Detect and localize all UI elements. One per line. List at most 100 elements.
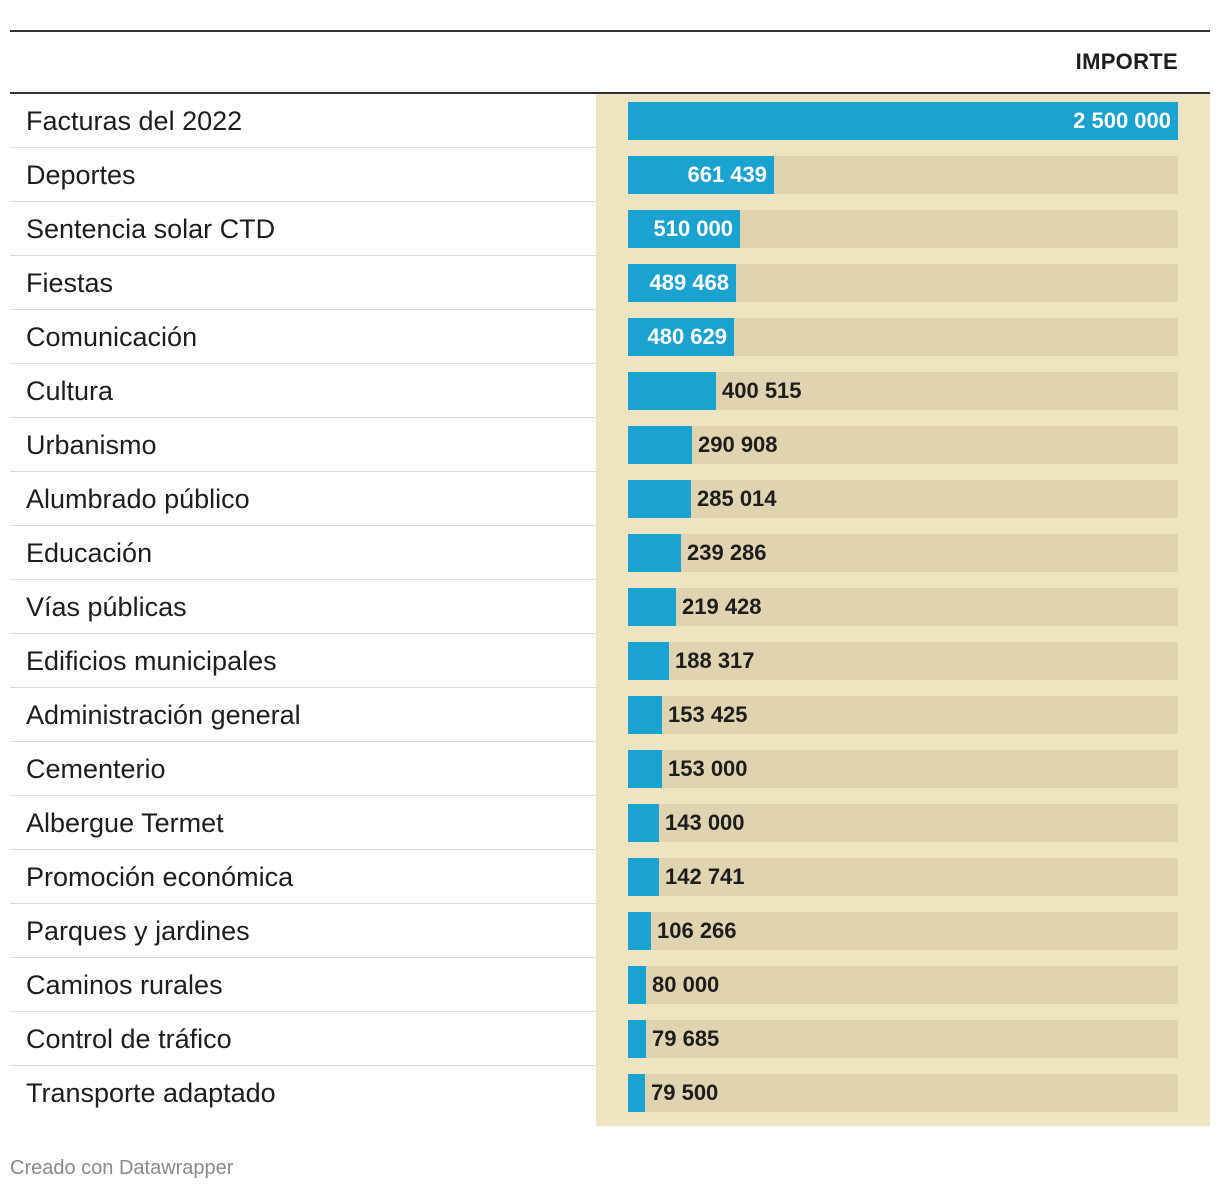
bar-track: 219 428 [628,588,1178,626]
value-label: 285 014 [697,486,777,511]
category-label: Control de tráfico [26,1024,232,1054]
bar [628,696,662,734]
bar-track: 400 515 [628,372,1178,410]
table-row: Cementerio 153 000 [10,742,1210,796]
category-label: Educación [26,538,153,568]
bar-track: 239 286 [628,534,1178,572]
bar [628,426,692,464]
row-divider [10,363,596,364]
category-label: Edificios municipales [26,646,277,676]
value-label: 290 908 [698,432,778,457]
table-row: Deportes 661 439 [10,148,1210,202]
bar-track: 80 000 [628,966,1178,1004]
bar [628,372,716,410]
bar-cell: 79 685 [596,1012,1210,1066]
value-label: 219 428 [682,594,762,619]
row-divider [10,255,596,256]
category-label: Urbanismo [26,430,157,460]
category-label: Sentencia solar CTD [26,214,276,244]
bar-cell: 400 515 [596,364,1210,418]
bar-track: 142 741 [628,858,1178,896]
bar-cell: 80 000 [596,958,1210,1012]
table-row: Vías públicas 219 428 [10,580,1210,634]
bar-track: 489 468 [628,264,1178,302]
table-row: Educación 239 286 [10,526,1210,580]
bar [628,1074,645,1112]
bar-cell: 153 000 [596,742,1210,796]
table-row: Transporte adaptado 79 500 [10,1066,1210,1126]
bar-cell: 661 439 [596,148,1210,202]
row-divider [10,309,596,310]
table-row: Caminos rurales 80 000 [10,958,1210,1012]
value-label: 510 000 [653,216,733,241]
value-label: 188 317 [675,648,755,673]
bar [628,966,646,1004]
value-label: 400 515 [722,378,802,403]
row-divider [10,633,596,634]
table-row: Alumbrado público 285 014 [10,472,1210,526]
bar [628,1020,646,1058]
category-label: Alumbrado público [26,484,250,514]
bar [628,858,659,896]
table-row: Comunicación 480 629 [10,310,1210,364]
bar-track: 510 000 [628,210,1178,248]
bar-cell: 290 908 [596,418,1210,472]
bar-cell: 2 500 000 [596,94,1210,148]
table-row: Edificios municipales 188 317 [10,634,1210,688]
value-label: 143 000 [665,810,745,835]
category-label: Vías públicas [26,592,187,622]
bar-cell: 510 000 [596,202,1210,256]
category-label: Transporte adaptado [26,1078,276,1108]
bar-cell: 106 266 [596,904,1210,958]
bar-cell: 219 428 [596,580,1210,634]
value-label: 661 439 [687,162,767,187]
table-row: Sentencia solar CTD 510 000 [10,202,1210,256]
value-label: 153 425 [668,702,748,727]
row-divider [10,417,596,418]
bar-cell: 480 629 [596,310,1210,364]
category-label: Albergue Termet [26,808,224,838]
bar-cell: 285 014 [596,472,1210,526]
column-header-importe: IMPORTE [1075,49,1178,74]
bar [628,588,676,626]
bar [628,804,659,842]
bar-track: 2 500 000 [628,102,1178,140]
bar-track: 79 685 [628,1020,1178,1058]
bar-cell: 489 468 [596,256,1210,310]
row-divider [10,903,596,904]
rows-container: Facturas del 2022 2 500 000 Deportes 661 43… [10,94,1210,1126]
table-row: Facturas del 2022 2 500 000 [10,94,1210,148]
value-label: 2 500 000 [1073,108,1171,133]
bar-cell: 142 741 [596,850,1210,904]
row-divider [10,795,596,796]
row-divider [10,1011,596,1012]
bar-cell: 153 425 [596,688,1210,742]
bar-track: 290 908 [628,426,1178,464]
table-row: Fiestas 489 468 [10,256,1210,310]
table-row: Cultura 400 515 [10,364,1210,418]
bar-track: 106 266 [628,912,1178,950]
value-label: 142 741 [665,864,745,889]
table-row: Albergue Termet 143 000 [10,796,1210,850]
value-label: 79 500 [651,1080,719,1105]
row-divider [10,687,596,688]
header-row: IMPORTE [10,32,1210,94]
value-label: 480 629 [647,324,727,349]
value-label: 79 685 [652,1026,720,1051]
bar [628,156,774,194]
bar-track: 661 439 [628,156,1178,194]
bar-cell: 188 317 [596,634,1210,688]
row-divider [10,525,596,526]
category-label: Parques y jardines [26,916,250,946]
row-divider [10,741,596,742]
category-label: Caminos rurales [26,970,223,1000]
bar-cell: 143 000 [596,796,1210,850]
bar-track: 79 500 [628,1074,1178,1112]
footer-credit[interactable]: Creado con Datawrapper [10,1157,234,1179]
value-label: 106 266 [657,918,737,943]
bar [628,102,1178,140]
bar [628,912,651,950]
category-label: Comunicación [26,322,198,352]
bar [628,534,681,572]
table-row: Control de tráfico 79 685 [10,1012,1210,1066]
